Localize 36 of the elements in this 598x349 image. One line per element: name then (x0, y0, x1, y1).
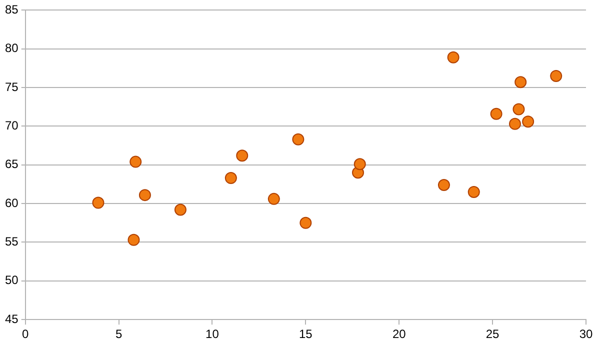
point (468, 186, 480, 198)
y-tick-label: 80 (4, 41, 19, 56)
point (447, 51, 460, 64)
point (92, 196, 104, 209)
point (292, 133, 304, 146)
y-tick-label: 55 (4, 234, 19, 249)
y-tick-label: 75 (4, 80, 19, 94)
point (522, 116, 534, 128)
x-tick-label: 30 (579, 327, 593, 342)
x-tick-label: 0 (22, 327, 30, 342)
y-tick-label: 50 (4, 273, 19, 288)
point (438, 179, 450, 192)
y-tick-label: 85 (4, 2, 19, 17)
point (174, 204, 186, 216)
point (128, 234, 140, 246)
point (508, 118, 521, 130)
point (550, 70, 562, 82)
y-tick-label: 70 (4, 118, 19, 133)
x-tick-label: 5 (115, 327, 122, 342)
point (300, 216, 312, 229)
point (514, 76, 527, 88)
point (268, 192, 280, 205)
x-tick-label: 15 (298, 327, 313, 342)
y-tick-label: 45 (4, 312, 19, 326)
point (138, 189, 151, 202)
x-tick-label: 25 (486, 327, 500, 342)
point (224, 172, 237, 184)
point (354, 158, 366, 170)
point (512, 103, 525, 116)
point (236, 150, 248, 162)
y-tick-label: 60 (4, 196, 19, 210)
y-tick-label: 65 (4, 157, 19, 172)
x-tick-label: 10 (206, 327, 220, 342)
point (130, 156, 142, 168)
point (490, 108, 502, 120)
x-tick-label: 20 (392, 327, 406, 342)
